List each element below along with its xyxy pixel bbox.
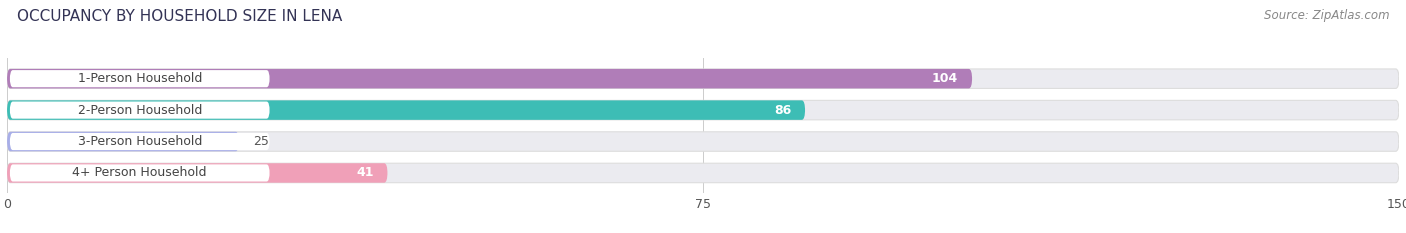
FancyBboxPatch shape [7, 69, 972, 88]
Text: OCCUPANCY BY HOUSEHOLD SIZE IN LENA: OCCUPANCY BY HOUSEHOLD SIZE IN LENA [17, 9, 342, 24]
FancyBboxPatch shape [7, 100, 1399, 120]
Text: 86: 86 [773, 104, 792, 116]
FancyBboxPatch shape [7, 132, 239, 151]
Text: 2-Person Household: 2-Person Household [77, 104, 202, 116]
FancyBboxPatch shape [7, 163, 1399, 183]
FancyBboxPatch shape [10, 70, 270, 87]
FancyBboxPatch shape [7, 100, 806, 120]
Text: 41: 41 [356, 166, 374, 179]
FancyBboxPatch shape [7, 69, 1399, 88]
Text: 3-Person Household: 3-Person Household [77, 135, 202, 148]
Text: Source: ZipAtlas.com: Source: ZipAtlas.com [1264, 9, 1389, 22]
FancyBboxPatch shape [10, 133, 270, 150]
FancyBboxPatch shape [7, 132, 1399, 151]
Text: 104: 104 [932, 72, 959, 85]
Text: 1-Person Household: 1-Person Household [77, 72, 202, 85]
Text: 4+ Person Household: 4+ Person Household [73, 166, 207, 179]
FancyBboxPatch shape [7, 163, 388, 183]
FancyBboxPatch shape [10, 102, 270, 119]
Text: 25: 25 [253, 135, 269, 148]
FancyBboxPatch shape [10, 164, 270, 182]
